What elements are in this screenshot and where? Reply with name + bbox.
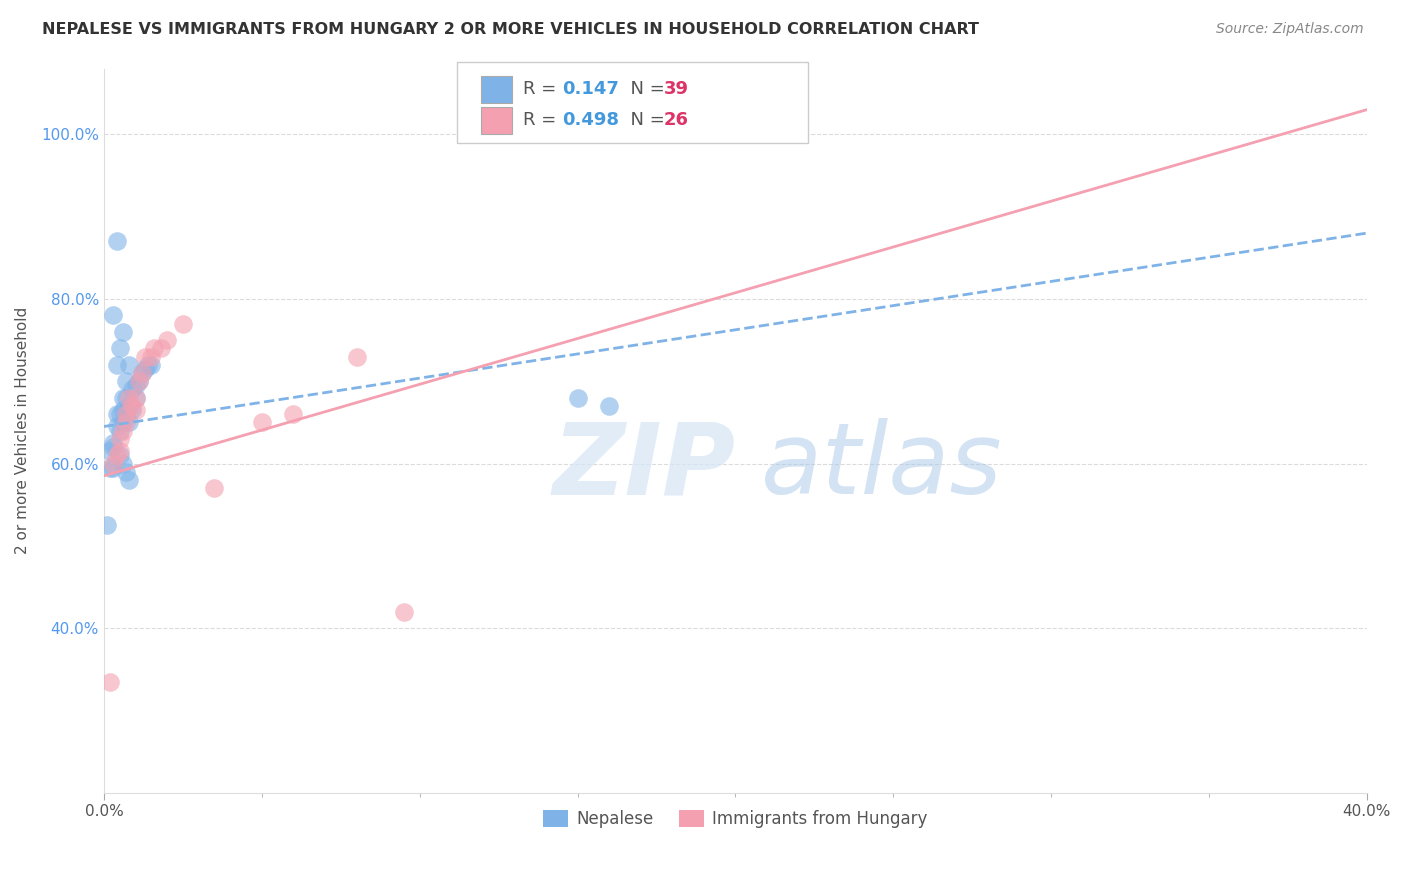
Point [567, 391, 589, 405]
Text: atlas: atlas [761, 418, 1002, 516]
Point [108, 341, 131, 355]
Point [156, 333, 179, 347]
Point [392, 605, 415, 619]
Point [111, 403, 134, 417]
Point [149, 341, 172, 355]
Point [346, 350, 368, 364]
Point [108, 444, 131, 458]
Point [115, 415, 138, 429]
Point [121, 399, 143, 413]
Point [172, 317, 194, 331]
Point [141, 358, 163, 372]
Point [111, 415, 134, 429]
Point [204, 481, 226, 495]
Point [121, 383, 143, 397]
Point [108, 424, 131, 438]
Point [128, 374, 150, 388]
Point [124, 391, 146, 405]
Point [111, 325, 134, 339]
Point [103, 457, 125, 471]
Text: NEPALESE VS IMMIGRANTS FROM HUNGARY 2 OR MORE VEHICLES IN HOUSEHOLD CORRELATION : NEPALESE VS IMMIGRANTS FROM HUNGARY 2 OR… [42, 22, 979, 37]
Point [103, 309, 125, 323]
Point [118, 358, 141, 372]
Point [115, 374, 138, 388]
Point [283, 407, 305, 421]
Text: R =: R = [523, 112, 562, 129]
Point [250, 415, 273, 429]
Point [118, 391, 141, 405]
Point [121, 403, 143, 417]
Point [111, 457, 134, 471]
Point [98, 460, 121, 475]
Point [98, 674, 121, 689]
Point [108, 407, 131, 421]
Point [115, 407, 138, 421]
Point [105, 419, 128, 434]
Point [115, 391, 138, 405]
Point [98, 444, 121, 458]
Point [108, 432, 131, 446]
Point [105, 407, 128, 421]
Point [115, 407, 138, 421]
Text: Source: ZipAtlas.com: Source: ZipAtlas.com [1216, 22, 1364, 37]
Text: 0.498: 0.498 [562, 112, 620, 129]
Point [128, 374, 150, 388]
Legend: Nepalese, Immigrants from Hungary: Nepalese, Immigrants from Hungary [537, 804, 934, 835]
Point [115, 465, 138, 479]
Point [598, 399, 620, 413]
Point [111, 391, 134, 405]
Point [118, 415, 141, 429]
Point [96, 518, 118, 533]
Point [118, 473, 141, 487]
Text: N =: N = [619, 80, 671, 98]
Text: ZIP: ZIP [553, 418, 735, 516]
Point [131, 366, 153, 380]
Point [124, 391, 146, 405]
Point [131, 366, 153, 380]
Point [118, 399, 141, 413]
Point [141, 350, 163, 364]
Point [124, 378, 146, 392]
Point [134, 362, 156, 376]
Text: R =: R = [523, 80, 562, 98]
Point [105, 448, 128, 462]
Point [105, 358, 128, 372]
Point [103, 460, 125, 475]
Point [143, 341, 166, 355]
Point [105, 235, 128, 249]
Text: 39: 39 [664, 80, 689, 98]
Text: N =: N = [619, 112, 671, 129]
Text: 26: 26 [664, 112, 689, 129]
Point [136, 358, 159, 372]
Point [134, 350, 156, 364]
Point [103, 440, 125, 454]
Point [111, 424, 134, 438]
Point [103, 436, 125, 450]
Y-axis label: 2 or more Vehicles in Household: 2 or more Vehicles in Household [15, 307, 30, 554]
Point [108, 448, 131, 462]
Point [124, 403, 146, 417]
Text: 0.147: 0.147 [562, 80, 619, 98]
